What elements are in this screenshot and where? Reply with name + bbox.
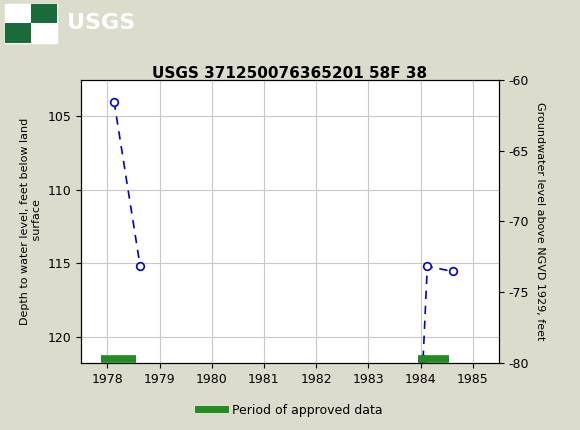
Text: USGS: USGS — [67, 13, 135, 33]
FancyBboxPatch shape — [5, 4, 57, 43]
Text: USGS 371250076365201 58F 38: USGS 371250076365201 58F 38 — [153, 66, 427, 81]
FancyBboxPatch shape — [31, 4, 57, 23]
Legend: Period of approved data: Period of approved data — [193, 399, 387, 421]
FancyBboxPatch shape — [5, 23, 31, 43]
Y-axis label: Groundwater level above NGVD 1929, feet: Groundwater level above NGVD 1929, feet — [535, 102, 545, 341]
Y-axis label: Depth to water level, feet below land
 surface: Depth to water level, feet below land su… — [20, 118, 42, 325]
